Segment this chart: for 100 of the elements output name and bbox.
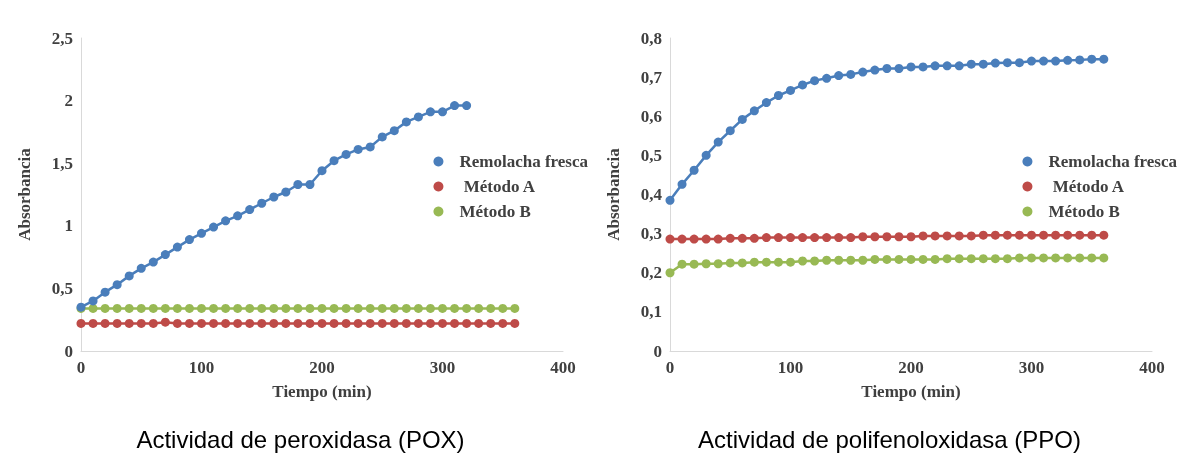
point [197, 318, 206, 328]
point [725, 258, 735, 268]
point [749, 257, 759, 267]
point [365, 318, 375, 328]
point [1087, 230, 1097, 240]
point [329, 303, 339, 313]
point [918, 62, 928, 72]
x-tick-label: 300 [429, 358, 456, 377]
point [798, 256, 808, 266]
text: Actividad de polifenoloxidasa (PPO) [698, 425, 1081, 453]
point [1063, 230, 1073, 240]
point [317, 303, 327, 313]
point [365, 142, 375, 152]
point [846, 255, 856, 265]
point [425, 303, 435, 313]
point [689, 259, 699, 269]
point [510, 318, 520, 328]
point [990, 254, 1000, 264]
point [1027, 230, 1036, 240]
point [761, 98, 771, 108]
point [761, 233, 771, 243]
point [954, 61, 964, 71]
point [425, 318, 435, 328]
point [954, 254, 964, 264]
point [810, 233, 820, 243]
point [112, 303, 122, 313]
point [677, 234, 687, 244]
point [486, 303, 496, 313]
y-tick-label: 0,6 [640, 106, 662, 126]
point [245, 318, 255, 328]
point [377, 318, 387, 328]
point [160, 250, 170, 260]
point [197, 228, 206, 238]
point [365, 303, 375, 313]
point [124, 303, 134, 313]
point [124, 271, 134, 281]
point [966, 254, 976, 264]
point [221, 216, 231, 226]
point [954, 231, 964, 241]
point [450, 318, 460, 328]
point [942, 61, 952, 71]
point [1027, 56, 1036, 66]
point [990, 230, 1000, 240]
point [1039, 230, 1049, 240]
point [858, 232, 868, 242]
y-tick-label: 1,5 [51, 153, 73, 173]
point [184, 303, 194, 313]
y-tick-label: 0,2 [640, 263, 662, 283]
legend-label: Remolacha fresca [1048, 152, 1178, 171]
point [786, 233, 795, 243]
point [353, 144, 363, 154]
point [906, 254, 916, 264]
point [450, 303, 460, 313]
point [942, 231, 952, 241]
point [894, 232, 904, 242]
point [870, 65, 880, 75]
point [966, 59, 976, 69]
point [858, 67, 868, 77]
point [822, 255, 832, 265]
point [846, 233, 856, 243]
point [1087, 54, 1097, 64]
point [1075, 230, 1085, 240]
point [413, 112, 423, 122]
point [1051, 56, 1061, 66]
point [88, 318, 98, 328]
point [737, 114, 747, 124]
point [701, 259, 711, 269]
point [389, 318, 399, 328]
legend-label: Método B [1048, 202, 1120, 221]
point [858, 255, 868, 265]
point [930, 231, 940, 241]
y-tick-label: 0,8 [640, 28, 662, 48]
point [245, 205, 255, 215]
point [209, 303, 219, 313]
point [870, 254, 880, 264]
point [665, 234, 675, 244]
y-axis-title: Absorbancia [15, 147, 34, 241]
point [834, 255, 844, 265]
point [1002, 230, 1012, 240]
point [749, 106, 759, 116]
point [148, 257, 158, 267]
point [184, 235, 194, 245]
point [233, 303, 243, 313]
point [701, 234, 711, 244]
x-tick-label: 400 [1139, 358, 1165, 377]
point [1075, 55, 1085, 65]
point [978, 230, 988, 240]
point [377, 132, 387, 142]
y-tick-label: 0 [653, 341, 662, 361]
point [1002, 58, 1012, 68]
x-axis-title: Tiempo (min) [861, 382, 961, 401]
y-tick-label: 0,5 [51, 278, 73, 298]
point [689, 165, 699, 175]
point [305, 303, 315, 313]
point [136, 263, 146, 273]
point [725, 233, 735, 243]
point [822, 73, 832, 83]
point [798, 80, 808, 90]
point [498, 303, 508, 313]
legend-label: Método A [459, 177, 536, 196]
